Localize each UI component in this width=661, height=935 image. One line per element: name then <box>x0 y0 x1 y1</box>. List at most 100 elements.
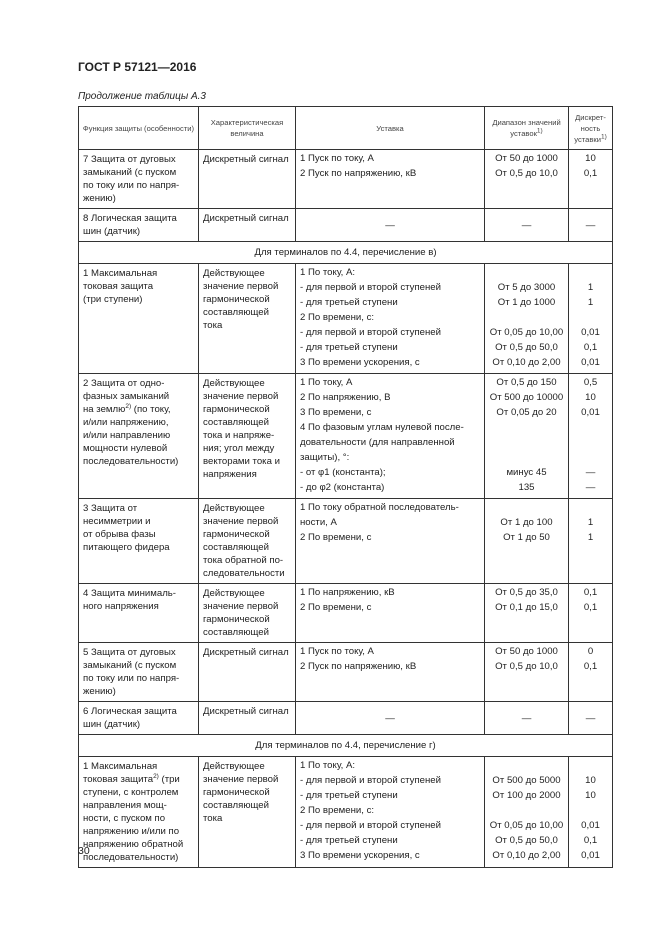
step-line: 0,01 <box>581 407 600 418</box>
text-line: от обрыва фазы <box>83 529 156 540</box>
setting-cell: 1 По напряжению, кВ 2 По времени, с <box>295 583 485 643</box>
setting-line: 2 По времени, с: <box>300 312 375 323</box>
setting-line: довательности (для направленной <box>300 437 455 448</box>
protection-function-cell: 7 Защита от дуговых замыканий (с пуском по… <box>78 149 199 209</box>
table-header-row: Функция защиты (особенности) Характеристи… <box>78 106 613 150</box>
setting-line: 2 По напряжению, В <box>300 392 391 403</box>
step-line: 0,01 <box>581 820 600 831</box>
section-heading: Для терминалов по 4.4, перечисление г) <box>78 734 613 757</box>
range-line: От 5 до 3000 <box>497 282 556 293</box>
setting-cell: 1 По току, А: - для первой и второй ступе… <box>295 756 485 868</box>
text-line: ного напряжения <box>83 601 159 612</box>
column-header: Дискрет-ность уставки1) <box>568 106 613 150</box>
text-line: по току или по напря- <box>83 673 180 684</box>
protection-function-cell: 8 Логическая защита шин (датчик) <box>78 208 199 242</box>
range-line: От 1 до 100 <box>500 517 553 528</box>
text-line: питающего фидера <box>83 542 170 553</box>
table-row: 5 Защита от дуговых замыканий (с пуском по… <box>78 642 613 702</box>
text-line: 4 Защита минималь- <box>83 588 177 599</box>
range-line: 135 <box>518 482 535 493</box>
text-line: Дискретный сигнал <box>203 647 289 658</box>
text-line: тока <box>203 813 223 824</box>
step-cell: 10 0,1 <box>568 149 613 209</box>
table-row: 2 Защита от одно-фазных замыканий на земл… <box>78 373 613 499</box>
protection-function-cell: 4 Защита минималь-ного напряжения <box>78 583 199 643</box>
text-line: токовая защита2) (три <box>83 773 194 786</box>
protection-function-cell: 2 Защита от одно-фазных замыканий на земл… <box>78 373 199 499</box>
setting-line: 1 По току, А: <box>300 267 356 278</box>
step-line: 0,1 <box>583 602 598 613</box>
range-cell: От 0,5 до 35,0 От 0,1 до 15,0 <box>484 583 569 643</box>
step-cell: — <box>568 208 613 242</box>
column-header: Диапазон значений уставок1) <box>484 106 569 150</box>
range-line <box>489 265 564 280</box>
step-cell: 0 0,1 <box>568 642 613 702</box>
setting-line: 1 Пуск по току, А <box>300 153 374 164</box>
text-line: 3 Защита от <box>83 503 138 514</box>
setting-line: - для первой и второй ступеней <box>300 775 441 786</box>
text-line: тока <box>203 320 223 331</box>
step-cell: 0,1 0,1 <box>568 583 613 643</box>
column-header-label: Функция защиты (особенности) <box>82 123 195 133</box>
setting-cell: 1 По току обратной последователь-ности, … <box>295 498 485 584</box>
range-cell: — <box>484 208 569 242</box>
range-line: От 0,5 до 150 <box>496 377 557 388</box>
protection-settings-table: Функция защиты (особенности) Характеристи… <box>78 106 613 868</box>
range-line: От 0,1 до 15,0 <box>495 602 558 613</box>
step-line: 1 <box>587 282 594 293</box>
text-line: Дискретный сигнал <box>203 213 289 224</box>
step-line: 0,1 <box>583 168 598 179</box>
text-line: составляющей <box>203 542 270 553</box>
characteristic-quantity-cell: Действующее значение первой гармонической с… <box>198 498 296 584</box>
text-line: на землю2) (по току, <box>83 403 194 416</box>
range-line <box>489 758 564 773</box>
protection-function-cell: 6 Логическая защита шин (датчик) <box>78 701 199 735</box>
setting-line: 3 По времени ускорения, с <box>300 850 420 861</box>
text-line: 5 Защита от дуговых <box>83 647 176 658</box>
setting-line: - для первой и второй ступеней <box>300 820 441 831</box>
step-line: 1 <box>587 517 594 528</box>
setting-line: - до φ2 (константа) <box>300 482 385 493</box>
table-row: 1 Максимальная токовая защита2) (три ступе… <box>78 756 613 868</box>
table-row: 8 Логическая защита шин (датчик) Дискретны… <box>78 208 613 242</box>
range-line: От 0,5 до 10,0 <box>495 168 558 179</box>
step-line: 10 <box>585 775 596 786</box>
characteristic-quantity-cell: Дискретный сигнал <box>198 149 296 209</box>
range-line: От 100 до 2000 <box>492 790 561 801</box>
characteristic-quantity-cell: Дискретный сигнал <box>198 701 296 735</box>
text-line: Дискретный сигнал <box>203 154 289 165</box>
range-line: От 0,5 до 10,0 <box>495 661 558 672</box>
text-line: гармонической <box>203 529 270 540</box>
characteristic-quantity-cell: Дискретный сигнал <box>198 208 296 242</box>
range-line <box>489 803 564 818</box>
setting-line: - для третьей ступени <box>300 297 398 308</box>
text-line: напряжению и/или по <box>83 826 180 837</box>
step-line: 0,01 <box>581 327 600 338</box>
step-line <box>573 758 608 773</box>
step-cell: 0,5 10 0,01 — — <box>568 373 613 499</box>
text-line: Действующее <box>203 378 265 389</box>
text-line: векторами тока и <box>203 456 280 467</box>
table-row: 3 Защита от несимметрии и от обрыва фазы пи… <box>78 498 613 584</box>
setting-line: 3 По времени ускорения, с <box>300 357 420 368</box>
text-line: ния; угол между <box>203 443 275 454</box>
range-line <box>489 500 564 515</box>
text-line: значение первой <box>203 391 279 402</box>
text-line: шин (датчик) <box>83 719 141 730</box>
text-line: Действующее <box>203 268 265 279</box>
characteristic-quantity-cell: Действующее значение первой гармонической с… <box>198 583 296 643</box>
step-line: — <box>585 467 596 478</box>
step-line <box>573 265 608 280</box>
setting-line: 3 По времени, с <box>300 407 372 418</box>
section-row: Для терминалов по 4.4, перечисление г) <box>78 734 613 757</box>
step-line <box>573 310 608 325</box>
range-cell: От 5 до 3000 От 1 до 1000 От 0,05 до 10,00… <box>484 263 569 374</box>
characteristic-quantity-cell: Действующее значение первой гармонической с… <box>198 263 296 374</box>
text-line: (три ступени) <box>83 294 143 305</box>
setting-line: 2 По времени, с: <box>300 805 375 816</box>
text-line: 1 Максимальная <box>83 268 158 279</box>
text-line: Действующее <box>203 761 265 772</box>
range-line: От 1 до 1000 <box>497 297 556 308</box>
step-cell: — <box>568 701 613 735</box>
